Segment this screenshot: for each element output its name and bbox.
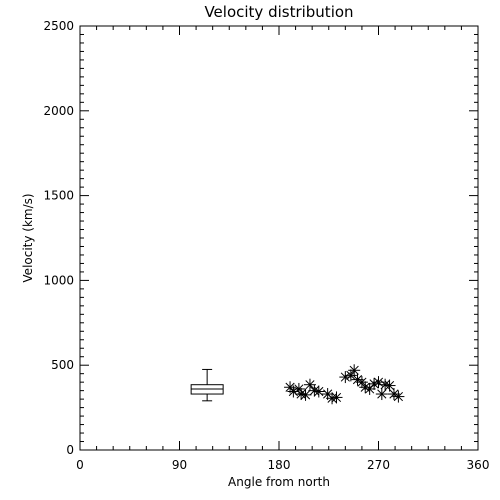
data-point (339, 371, 352, 384)
data-point (348, 364, 361, 377)
data-point (392, 390, 405, 403)
x-axis-label: Angle from north (228, 475, 330, 489)
data-points (284, 364, 405, 405)
axis-tick-labels: 0 90 180 270 360 0 500 1000 1500 2000 2500 (43, 19, 489, 472)
x-tick-label: 360 (467, 458, 490, 472)
chart-title: Velocity distribution (204, 3, 353, 21)
y-tick-label: 500 (51, 358, 74, 372)
data-point (312, 385, 325, 398)
data-point (355, 376, 368, 389)
plot-frame (79, 25, 479, 451)
x-tick-label: 270 (367, 458, 390, 472)
data-point (383, 379, 396, 392)
data-point (330, 391, 343, 404)
box-plot (190, 368, 224, 402)
y-tick-label: 2500 (43, 19, 74, 33)
y-tick-label: 0 (66, 443, 74, 457)
x-tick-label: 0 (76, 458, 84, 472)
y-tick-label: 1500 (43, 189, 74, 203)
x-tick-label: 180 (268, 458, 291, 472)
y-tick-label: 1000 (43, 273, 74, 287)
y-tick-label: 2000 (43, 104, 74, 118)
axis-ticks (79, 25, 479, 451)
x-tick-label: 90 (172, 458, 187, 472)
data-point (375, 388, 388, 401)
data-point (303, 378, 316, 391)
data-point (299, 388, 312, 401)
y-axis-label: Velocity (km/s) (21, 193, 35, 282)
